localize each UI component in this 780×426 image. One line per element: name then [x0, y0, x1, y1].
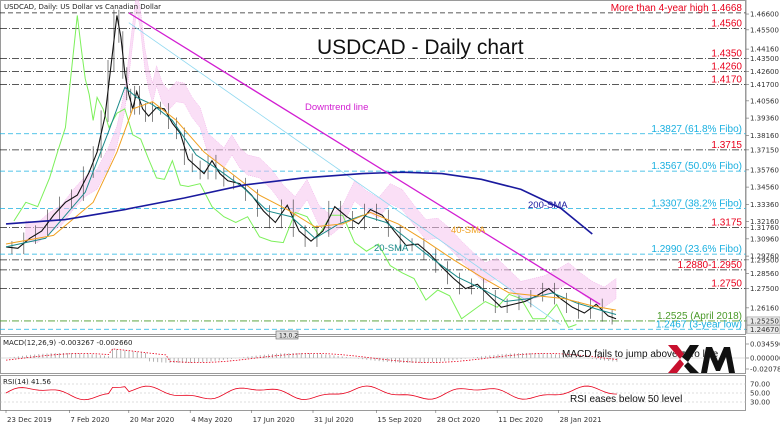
xm-logo: XM	[668, 345, 735, 373]
price-line	[5, 15, 617, 320]
macd-label: MACD(12,26,9) -0.003267 -0.002660	[3, 339, 132, 347]
level-label: 1.4170	[711, 74, 742, 85]
date-tick-label: 23 Dec 2019	[7, 416, 52, 424]
level-label: 1.3307 (38.2% Fibo)	[651, 199, 742, 210]
price-tick-label: 1.37150	[750, 146, 779, 154]
level-label: 1.3567 (50.0% Fibo)	[651, 161, 742, 172]
price-tick-label: 1.46600	[750, 11, 779, 19]
sma20-label: 20-SMA	[374, 243, 409, 254]
sma200-label: 200-SMA	[528, 200, 568, 211]
price-tick-label: 1.45500	[750, 26, 779, 34]
price-tick-label: 1.24670	[750, 326, 779, 334]
level-label: 1.3715	[711, 140, 742, 151]
date-tick-label: 28 Oct 2020	[437, 416, 480, 424]
date-tick-label: 28 Jan 2021	[560, 416, 602, 424]
price-tick-label: 1.31760	[750, 224, 779, 232]
price-tick-label: 1.26160	[750, 304, 779, 312]
chart-title: USDCAD - Daily chart	[317, 36, 524, 59]
price-tick-label: 1.38160	[750, 132, 779, 140]
level-label: 1.2525 (April 2018)	[657, 311, 742, 322]
levels-layer	[0, 12, 746, 330]
rsi-line	[5, 385, 617, 401]
price-tick-label: 1.41700	[750, 81, 779, 89]
downtrend-label: Downtrend line	[305, 102, 368, 113]
rsi-label: RSI(14) 41.56	[3, 378, 52, 386]
rsi-tick-label: 50.00	[750, 390, 770, 398]
level-label: 1.2990 (23.6% Fibo)	[651, 244, 742, 255]
price-tick-label: 1.25250	[750, 317, 779, 325]
symbol-label: USDCAD, Daily: US Dollar vs Canadian Dol…	[4, 3, 161, 11]
rsi-tick-label: 30.00	[750, 399, 770, 407]
cursor-box	[275, 330, 299, 340]
macd-signal-line	[5, 348, 617, 363]
level-label: 1.4350	[711, 49, 742, 60]
price-tick-label: 1.29500	[750, 256, 779, 264]
date-tick-label: 17 Jun 2020	[253, 416, 295, 424]
ichimoku-cloud	[25, 0, 617, 308]
level-label: 1.3827 (61.8% Fibo)	[651, 124, 742, 135]
sma200-line	[5, 171, 593, 235]
price-tick-label: 1.32160	[750, 218, 779, 226]
price-tick-label: 1.40560	[750, 97, 779, 105]
date-tick-label: 31 Jul 2020	[314, 416, 354, 424]
sma40-label: 40-SMA	[451, 225, 486, 236]
price-tick-label: 1.35760	[750, 166, 779, 174]
sma40-line	[5, 101, 617, 311]
price-tick-label: 1.34560	[750, 184, 779, 192]
price-tick-label: 1.33360	[750, 201, 779, 209]
cursor-box-text: 13.0.2	[279, 333, 298, 340]
level-label: 1.2750	[711, 279, 742, 290]
price-tick-label: 1.42600	[750, 68, 779, 76]
level-labels: More than 4-year high 1.4668 1.4560 1.4350…	[611, 3, 743, 330]
lagging-span-line	[13, 15, 577, 329]
macd-tick-label: -0.020785	[750, 366, 780, 374]
cloud-band	[25, 0, 617, 308]
series-layer	[5, 9, 617, 329]
macd-tick-label: 0.000000	[750, 355, 780, 363]
macd-panel	[0, 336, 746, 374]
price-tick-label: 1.29760	[750, 253, 779, 261]
level-label: 1.2467 (3-year low)	[656, 319, 742, 330]
level-label: 1.3175	[711, 217, 742, 228]
inner-trend-line	[128, 22, 561, 325]
rsi-annotation: RSI eases below 50 level	[570, 394, 682, 405]
downtrend-line	[128, 12, 601, 305]
date-tick-label: 20 Mar 2020	[130, 416, 174, 424]
level-label: 1.2880-1.2950	[677, 260, 742, 271]
date-tick-label: 15 Sep 2020	[377, 416, 421, 424]
date-tick-label: 7 Feb 2020	[70, 416, 109, 424]
level-label: 1.4260	[711, 62, 742, 73]
date-tick-label: 11 Dec 2020	[498, 416, 543, 424]
price-tick-label: 1.39360	[750, 115, 779, 123]
price-tick-label: 1.30960	[750, 235, 779, 243]
macd-indicator: 0.034596 0.000000 -0.020785	[0, 341, 780, 374]
price-tick-label: 1.28560	[750, 270, 779, 278]
price-tick-label: 1.43500	[750, 55, 779, 63]
level-label: 1.4560	[711, 18, 742, 29]
level-label: More than 4-year high 1.4668	[611, 3, 743, 14]
price-tick-label: 1.44160	[750, 46, 779, 54]
rsi-tick-label: 70.00	[750, 381, 770, 389]
date-tick-label: 4 May 2020	[191, 416, 232, 424]
date-axis: 23 Dec 2019 7 Feb 2020 20 Mar 2020 4 May 20…	[5, 410, 602, 424]
price-tick-label: 1.27500	[750, 285, 779, 293]
macd-tick-label: 0.034596	[750, 341, 780, 349]
sma20-line	[5, 86, 617, 315]
macd-annotation: MACD fails to jump above zero line	[562, 349, 719, 360]
